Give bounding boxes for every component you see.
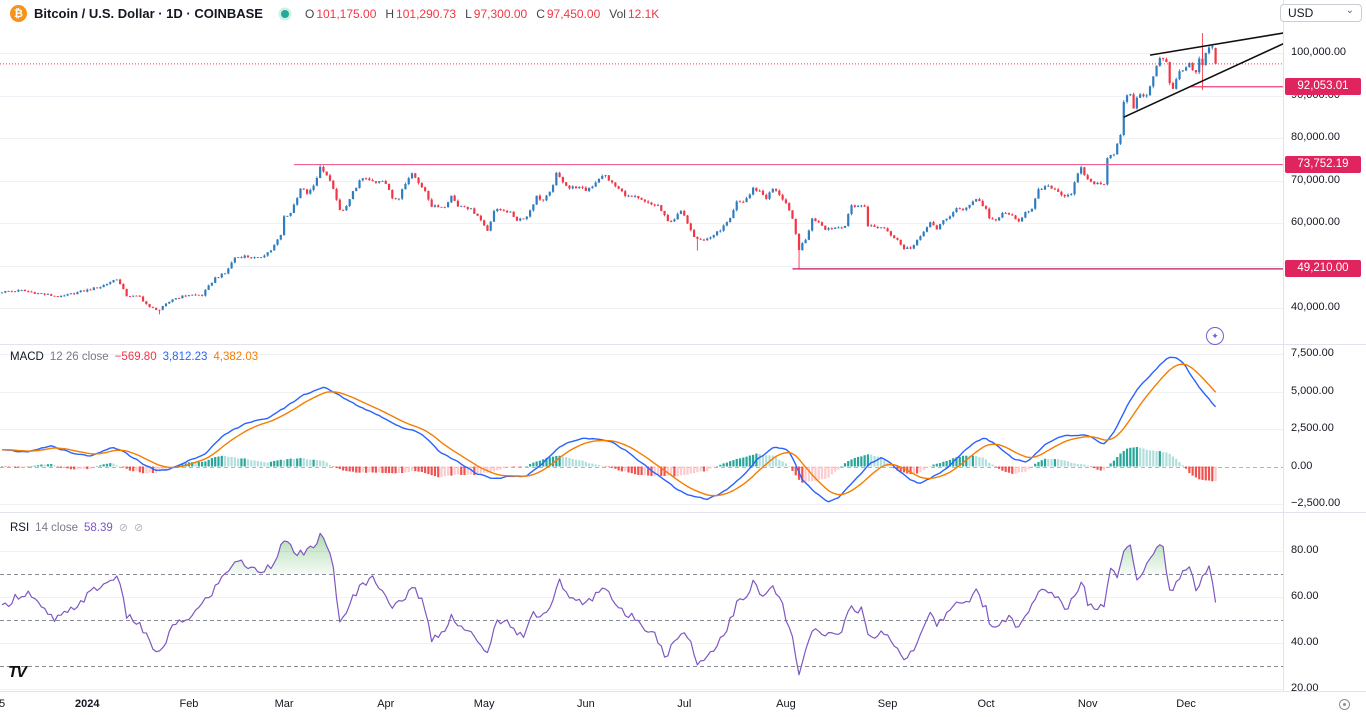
sparkle-glyph: ✦: [1211, 330, 1219, 341]
axis-tick-label: 100,000.00: [1291, 46, 1347, 58]
axis-tick-label: 80,000.00: [1291, 131, 1340, 143]
macd-legend[interactable]: MACD 12 26 close −569.80 3,812.23 4,382.…: [10, 351, 258, 363]
time-axis-label: Nov: [1077, 698, 1098, 710]
currency-select[interactable]: USD ⌄: [1280, 4, 1362, 22]
price-level-badge[interactable]: 92,053.01: [1285, 77, 1361, 95]
rsi-value: 58.39: [84, 521, 113, 534]
volume-label: Vol: [609, 6, 626, 21]
bitcoin-icon: ₿: [10, 5, 27, 22]
low-label: L: [465, 6, 472, 21]
macd-legend-title: MACD: [10, 351, 44, 363]
time-axis-label: Aug: [776, 698, 796, 710]
rsi-legend-title: RSI: [10, 521, 30, 534]
axis-tick-label: 7,500.00: [1291, 347, 1334, 359]
axis-tick-label: 80.00: [1291, 544, 1319, 556]
axis-tick-label: 40.00: [1291, 636, 1319, 648]
plus-circle-icon[interactable]: ✦: [1206, 327, 1224, 345]
axis-tick-label: 70,000.00: [1291, 173, 1340, 186]
low-value: 97,300.00: [473, 6, 528, 21]
axis-tick-label: 40,000.00: [1291, 301, 1340, 313]
rsi-legend-params: 14 close: [35, 521, 79, 534]
market-status-dot: [280, 9, 289, 18]
axis-tick-label: −2,500.00: [1291, 497, 1341, 509]
axis-tick-label: 60.00: [1291, 590, 1319, 602]
time-axis-label: Dec: [1176, 698, 1196, 710]
time-axis-label: May: [473, 698, 495, 710]
time-axis-label: Apr: [377, 698, 395, 710]
tradingview-logo[interactable]: TV: [8, 664, 27, 681]
price-level-badge[interactable]: 73,752.19: [1285, 155, 1361, 173]
macd-legend-params: 12 26 close: [49, 351, 109, 363]
high-value: 101,290.73: [396, 6, 457, 21]
strikethrough-circle-icon[interactable]: ⊘: [134, 522, 144, 534]
close-value: 97,450.00: [546, 6, 601, 21]
open-label: O: [304, 6, 315, 21]
macd-histogram-value: −569.80: [114, 351, 157, 363]
symbol-header: ₿ Bitcoin / U.S. Dollar · 1D · COINBASE …: [10, 5, 659, 22]
price-chart-canvas[interactable]: [0, 0, 1366, 691]
axis-tick-label: 60,000.00: [1291, 216, 1340, 228]
time-axis-label: Mar: [274, 698, 294, 710]
time-axis-label: Sep: [877, 698, 898, 710]
rsi-legend[interactable]: RSI 14 close 58.39 ⊘ ⊘: [10, 521, 144, 535]
time-axis-label: 5: [0, 698, 5, 710]
symbol-title[interactable]: Bitcoin / U.S. Dollar · 1D · COINBASE: [34, 6, 263, 21]
open-value: 101,175.00: [316, 6, 377, 21]
axis-tick-label: 2,500.00: [1291, 422, 1334, 434]
time-axis[interactable]: 5 2024 Feb Mar Apr May Jun Jul Aug Sep Oct Nov Dec: [0, 691, 1366, 717]
pane-separator-rsi[interactable]: [0, 512, 1366, 513]
time-axis-label: Jul: [677, 698, 692, 710]
chevron-down-icon: ⌄: [1345, 5, 1354, 16]
goto-realtime-icon[interactable]: [1339, 699, 1350, 710]
high-label: H: [385, 6, 395, 21]
currency-select-value: USD: [1288, 6, 1314, 20]
time-axis-label: Oct: [977, 698, 995, 710]
strikethrough-circle-icon[interactable]: ⊘: [118, 522, 129, 534]
ohlc-readout: O 101,175.00 H 101,290.73 L 97,300.00 C 97,4…: [305, 7, 659, 21]
close-label: C: [536, 6, 545, 21]
time-axis-label: Jun: [576, 698, 595, 710]
time-axis-label: Feb: [179, 698, 199, 710]
volume-value: 12.1K: [627, 6, 660, 21]
price-axis[interactable]: 100,000.0090,000.0080,000.0070,000.0060,…: [1283, 0, 1366, 694]
axis-tick-label: 0.00: [1291, 459, 1313, 472]
pane-separator-macd[interactable]: [0, 344, 1366, 345]
macd-line-value: 3,812.23: [162, 351, 208, 363]
macd-signal-value: 4,382.03: [213, 351, 259, 363]
axis-tick-label: 5,000.00: [1291, 384, 1334, 397]
price-level-badge[interactable]: 49,210.00: [1285, 259, 1361, 277]
time-axis-label: 2024: [75, 698, 100, 710]
